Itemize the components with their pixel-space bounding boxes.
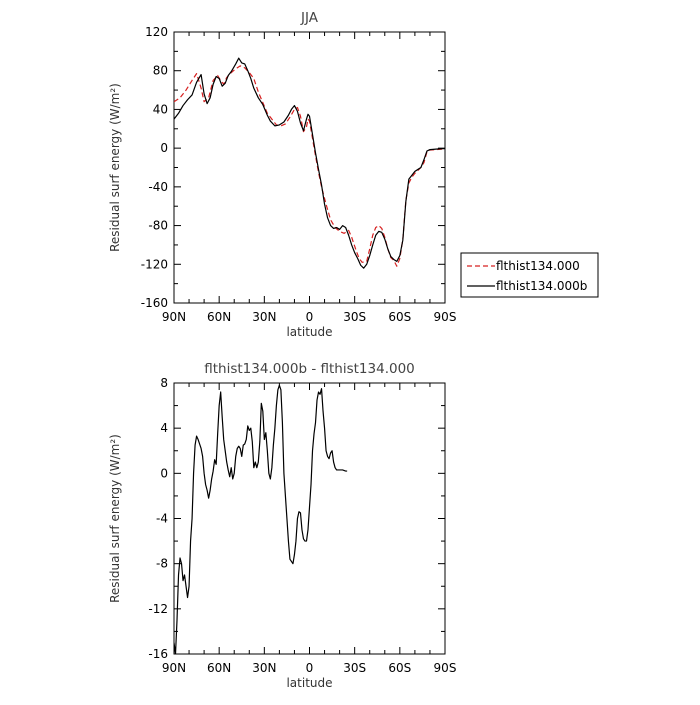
y-tick-label: -12 xyxy=(148,602,168,616)
y-tick-label: 80 xyxy=(153,64,168,78)
series-line-2 xyxy=(174,57,445,269)
x-tick-label: 60N xyxy=(207,310,231,324)
x-tick-label: 90N xyxy=(162,310,186,324)
x-tick-label: 0 xyxy=(306,661,314,675)
chart-title: JJA xyxy=(300,10,319,26)
y-axis-label: Residual surf energy (W/m²) xyxy=(108,83,122,252)
x-axis-label: latitude xyxy=(286,325,332,339)
y-tick-label: -80 xyxy=(148,219,168,233)
y-tick-label: -16 xyxy=(148,647,168,661)
y-tick-label: -40 xyxy=(148,180,168,194)
y-tick-label: -8 xyxy=(156,557,168,571)
chart-title: flthist134.000b - flthist134.000 xyxy=(204,361,415,377)
x-tick-label: 0 xyxy=(306,310,314,324)
y-tick-label: -120 xyxy=(141,257,168,271)
x-axis-label: latitude xyxy=(286,676,332,690)
x-tick-label: 30N xyxy=(252,310,276,324)
legend-label-2: flthist134.000b xyxy=(496,279,587,293)
y-tick-label: 40 xyxy=(153,102,168,116)
y-tick-label: -4 xyxy=(156,512,168,526)
x-tick-label: 30N xyxy=(252,661,276,675)
y-tick-label: 4 xyxy=(160,421,168,435)
x-tick-label: 30S xyxy=(343,310,366,324)
x-tick-label: 60N xyxy=(207,661,231,675)
legend-box xyxy=(460,252,599,298)
x-tick-label: 90S xyxy=(434,310,457,324)
y-tick-label: 8 xyxy=(160,376,168,390)
x-tick-label: 90S xyxy=(434,661,457,675)
y-axis-label: Residual surf energy (W/m²) xyxy=(108,434,122,603)
y-tick-label: 0 xyxy=(160,466,168,480)
legend-label-1: flthist134.000 xyxy=(496,259,580,273)
plot-frame xyxy=(173,31,446,304)
y-tick-label: -160 xyxy=(141,296,168,310)
plot-frame xyxy=(173,382,446,655)
y-tick-label: 0 xyxy=(160,141,168,155)
x-tick-label: 30S xyxy=(343,661,366,675)
y-tick-label: 120 xyxy=(145,25,168,39)
series-line-1 xyxy=(174,384,348,654)
x-tick-label: 90N xyxy=(162,661,186,675)
series-line-1 xyxy=(174,65,445,267)
x-tick-label: 60S xyxy=(388,661,411,675)
x-tick-label: 60S xyxy=(388,310,411,324)
